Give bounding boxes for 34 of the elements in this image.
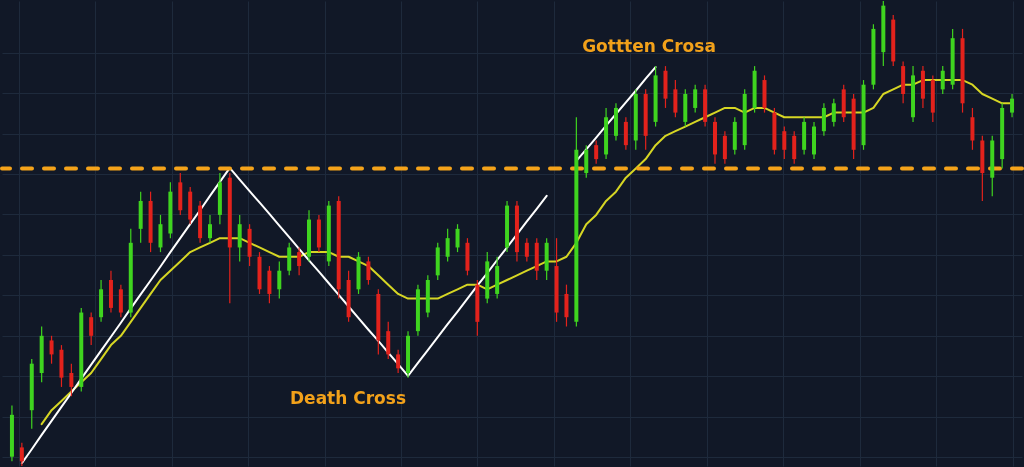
candlestick	[207, 214, 212, 244]
candlestick	[19, 442, 24, 467]
candlestick	[455, 223, 460, 253]
candlestick	[584, 144, 589, 179]
candlestick	[831, 98, 836, 128]
candlestick	[49, 335, 54, 365]
candlestick	[89, 311, 94, 346]
candlestick	[237, 214, 242, 262]
candlestick	[118, 284, 123, 318]
candlestick	[267, 265, 272, 304]
candlestick	[693, 84, 698, 114]
candlestick	[1010, 93, 1015, 118]
candlestick	[673, 79, 678, 118]
candlestick	[524, 237, 529, 262]
annotation: Death Cross	[289, 388, 407, 408]
candlestick	[158, 214, 163, 253]
candlestick	[287, 242, 292, 276]
candlestick	[396, 349, 401, 374]
candlestick	[623, 116, 628, 151]
candlestick	[940, 65, 945, 95]
candlestick	[970, 107, 975, 151]
candlestick	[594, 139, 599, 165]
candlestick	[782, 125, 787, 160]
candlestick	[366, 256, 371, 286]
candlestick	[445, 228, 450, 262]
candlestick	[564, 284, 569, 328]
candlestick	[821, 102, 826, 137]
candlestick	[792, 130, 797, 165]
candlestick	[722, 130, 727, 165]
candlestick	[277, 260, 282, 300]
candlestick	[386, 321, 391, 360]
candlestick	[69, 363, 74, 397]
annotation: Gottten Crosa	[582, 36, 716, 56]
candlestick	[297, 246, 302, 276]
